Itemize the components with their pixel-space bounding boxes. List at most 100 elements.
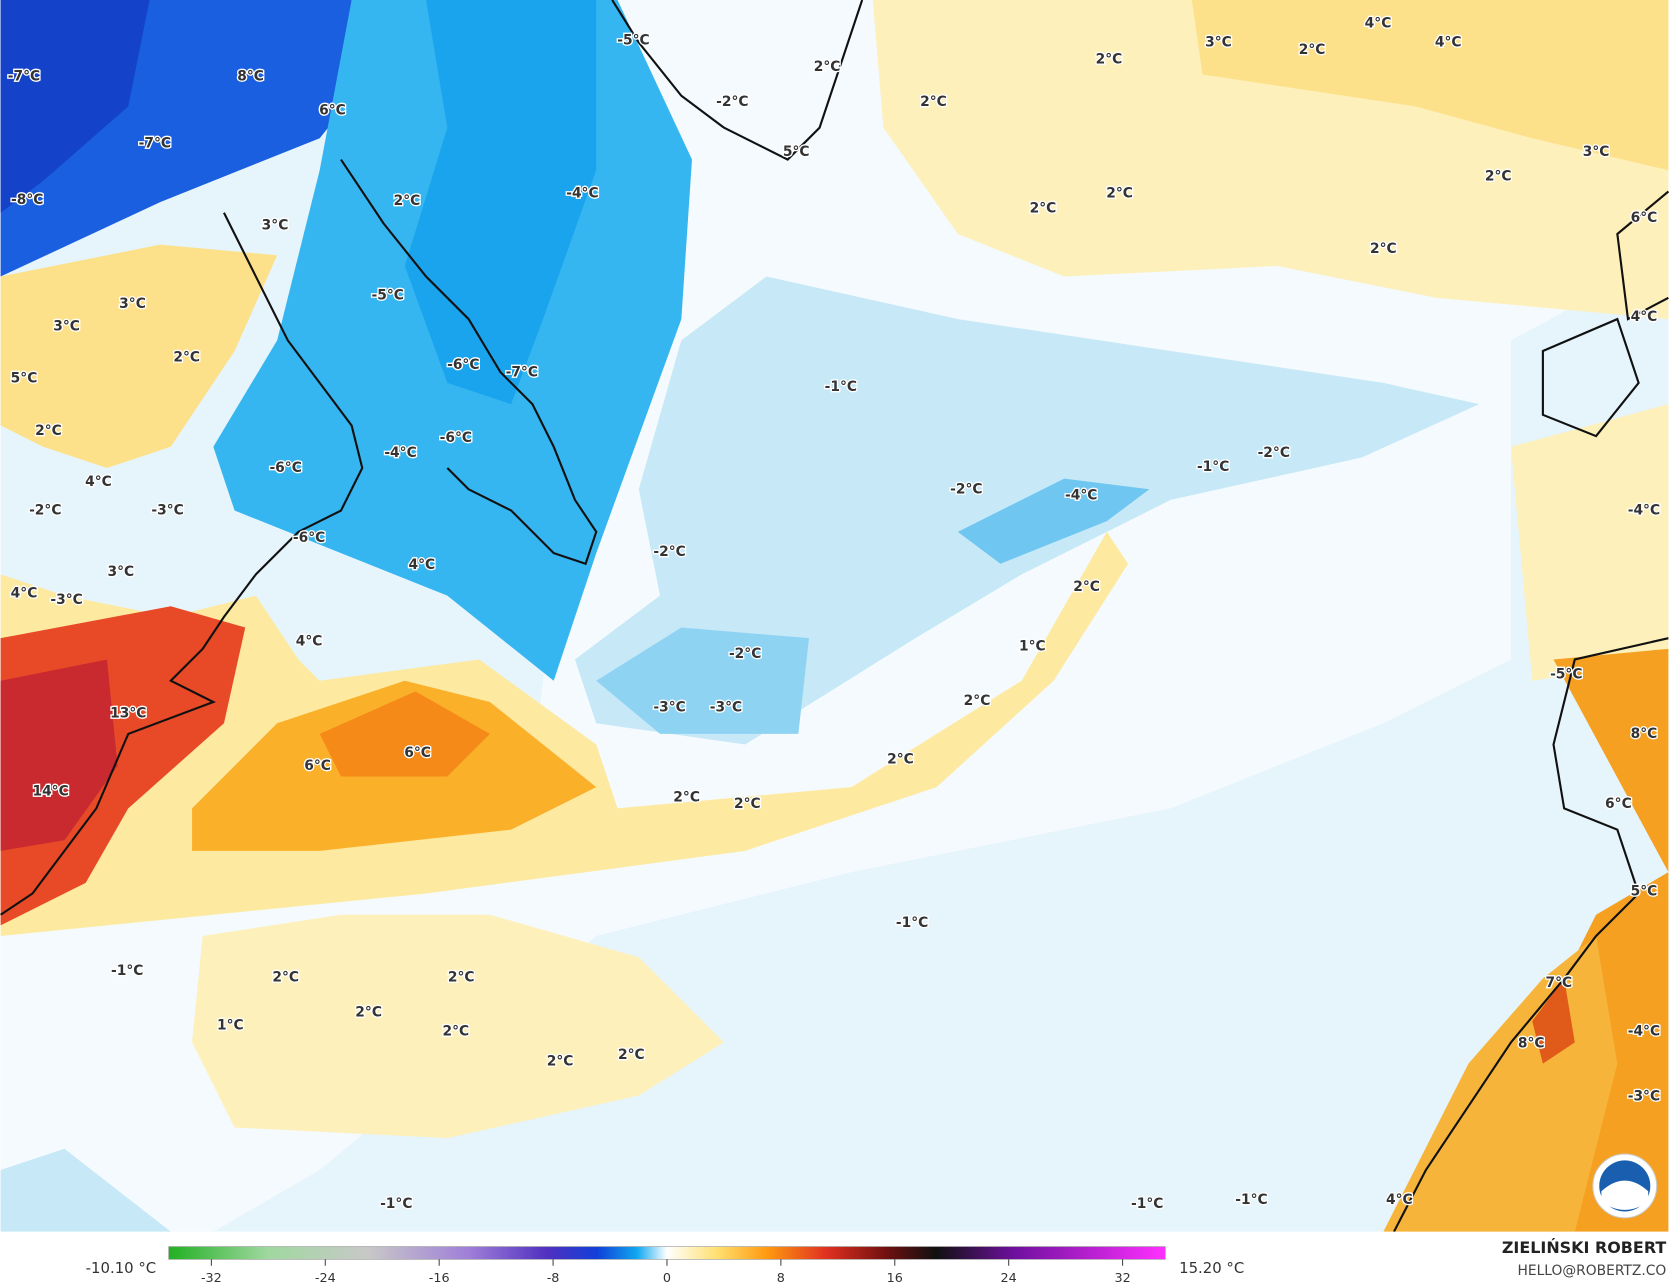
colorbar-tick-label: -16 bbox=[429, 1271, 450, 1286]
temperature-label: -5°C bbox=[1550, 666, 1582, 682]
temperature-label: 2°C bbox=[920, 94, 947, 110]
temperature-label: 4°C bbox=[85, 474, 112, 490]
temperature-label: 8°C bbox=[1518, 1035, 1545, 1051]
temperature-label: 5°C bbox=[11, 371, 38, 387]
temperature-label: -1°C bbox=[825, 379, 857, 395]
map-labels: -7°C 8°C 6°C -7°C -8°C 3°C 2°C -4°C -2°C 2°C -5°C 5… bbox=[6, 14, 1661, 1213]
temperature-label: -6°C bbox=[269, 460, 301, 476]
colorbar-tick-label: 32 bbox=[1114, 1271, 1130, 1286]
temperature-label: 2°C bbox=[1030, 200, 1057, 216]
noaa-logo bbox=[1592, 1153, 1658, 1219]
temperature-label: 4°C bbox=[1631, 309, 1658, 325]
temperature-label: 6°C bbox=[304, 758, 331, 774]
temperature-label: -2°C bbox=[950, 481, 982, 497]
temperature-label: 2°C bbox=[35, 423, 62, 439]
temperature-label: 4°C bbox=[408, 557, 435, 573]
temperature-label: -3°C bbox=[710, 699, 742, 715]
colorbar bbox=[168, 1246, 1166, 1260]
temperature-label: -6°C bbox=[447, 357, 479, 373]
coastlines bbox=[0, 0, 1669, 1233]
temperature-label: 2°C bbox=[443, 1024, 470, 1040]
temperature-label: -1°C bbox=[1235, 1192, 1267, 1208]
temperature-label: 14°C bbox=[32, 783, 68, 799]
temperature-label: 6°C bbox=[319, 103, 346, 119]
temperature-label: 5°C bbox=[1631, 883, 1658, 899]
temperature-label: 3°C bbox=[1205, 35, 1232, 51]
colorbar-tick-label: 8 bbox=[777, 1271, 785, 1286]
temperature-label: 4°C bbox=[296, 633, 323, 649]
temperature-label: -4°C bbox=[1628, 1024, 1660, 1040]
temperature-label: -1°C bbox=[111, 963, 143, 979]
temperature-label: 2°C bbox=[272, 969, 299, 985]
temperature-label: 2°C bbox=[734, 796, 761, 812]
temperature-label: 4°C bbox=[1386, 1192, 1413, 1208]
temperature-label: 7°C bbox=[1546, 975, 1573, 991]
colorbar-tick-label: -24 bbox=[315, 1271, 336, 1286]
temperature-label: 4°C bbox=[11, 586, 38, 602]
temperature-label: -2°C bbox=[716, 94, 748, 110]
temperature-label: -2°C bbox=[29, 503, 61, 519]
colorbar-tick-label: 16 bbox=[887, 1271, 903, 1286]
temperature-label: 2°C bbox=[1106, 186, 1133, 202]
temperature-label: 2°C bbox=[814, 59, 841, 75]
temperature-label: 2°C bbox=[547, 1054, 574, 1070]
colorbar-tick-label: 24 bbox=[1001, 1271, 1017, 1286]
temperature-label: -7°C bbox=[139, 136, 171, 152]
temperature-label: -4°C bbox=[566, 186, 598, 202]
temperature-label: 3°C bbox=[53, 319, 80, 335]
temperature-label: -4°C bbox=[384, 445, 416, 461]
temperature-label: -3°C bbox=[151, 503, 183, 519]
temperature-label: -5°C bbox=[617, 32, 649, 48]
temperature-label: 5°C bbox=[783, 144, 810, 160]
colorbar-min: -10.10 °C bbox=[86, 1259, 157, 1277]
temperature-label: -7°C bbox=[8, 69, 40, 85]
temperature-label: 2°C bbox=[887, 751, 914, 767]
temperature-label: -3°C bbox=[50, 592, 82, 608]
temperature-label: 4°C bbox=[1365, 15, 1392, 31]
colorbar-tick-label: 0 bbox=[663, 1271, 671, 1286]
map-field bbox=[0, 0, 1669, 1232]
temperature-label: -6°C bbox=[440, 430, 472, 446]
temperature-label: 2°C bbox=[1299, 42, 1326, 58]
temperature-label: 3°C bbox=[1583, 144, 1610, 160]
temperature-label: 2°C bbox=[1073, 579, 1100, 595]
temperature-label: -7°C bbox=[506, 364, 538, 380]
temperature-label: 2°C bbox=[173, 349, 200, 365]
credit-email: HELLO@ROBERTZ.CO bbox=[1517, 1263, 1666, 1279]
colorbar-tick-label: -8 bbox=[547, 1271, 560, 1286]
temperature-label: -4°C bbox=[1065, 488, 1097, 504]
temperature-label: 3°C bbox=[107, 564, 134, 580]
temperature-label: -2°C bbox=[729, 646, 761, 662]
temperature-label: -2°C bbox=[653, 544, 685, 560]
temperature-label: 1°C bbox=[1019, 639, 1046, 655]
temperature-label: 6°C bbox=[1605, 796, 1632, 812]
temperature-label: -3°C bbox=[653, 699, 685, 715]
temperature-label: -2°C bbox=[1258, 445, 1290, 461]
colorbar-ticks: -32 -24 -16 -8 0 8 16 24 32 bbox=[201, 1259, 1131, 1286]
temperature-label: 1°C bbox=[217, 1017, 244, 1033]
temperature-label: 6°C bbox=[1631, 210, 1658, 226]
temperature-label: -1°C bbox=[1131, 1196, 1163, 1212]
temperature-label: 2°C bbox=[673, 790, 700, 806]
temperature-label: 2°C bbox=[394, 193, 421, 209]
temperature-label: 6°C bbox=[404, 745, 431, 761]
temperature-label: -5°C bbox=[372, 288, 404, 304]
temperature-label: 2°C bbox=[355, 1005, 382, 1021]
temperature-label: 4°C bbox=[1435, 35, 1462, 51]
temperature-label: -8°C bbox=[11, 192, 43, 208]
temperature-label: 2°C bbox=[448, 969, 475, 985]
temperature-label: -4°C bbox=[1628, 503, 1660, 519]
temperature-label: 2°C bbox=[618, 1047, 645, 1063]
temperature-label: -1°C bbox=[896, 915, 928, 931]
temperature-label: 3°C bbox=[119, 296, 146, 312]
colorbar-max: 15.20 °C bbox=[1179, 1259, 1244, 1277]
colorbar-tick-label: -32 bbox=[201, 1271, 222, 1286]
temperature-label: -3°C bbox=[1628, 1089, 1660, 1105]
temperature-label: 8°C bbox=[1631, 726, 1658, 742]
temperature-label: 2°C bbox=[1370, 241, 1397, 257]
temperature-label: -6°C bbox=[293, 530, 325, 546]
temperature-label: -1°C bbox=[1197, 459, 1229, 475]
credit-name: ZIELIŃSKI ROBERT bbox=[1502, 1238, 1667, 1257]
